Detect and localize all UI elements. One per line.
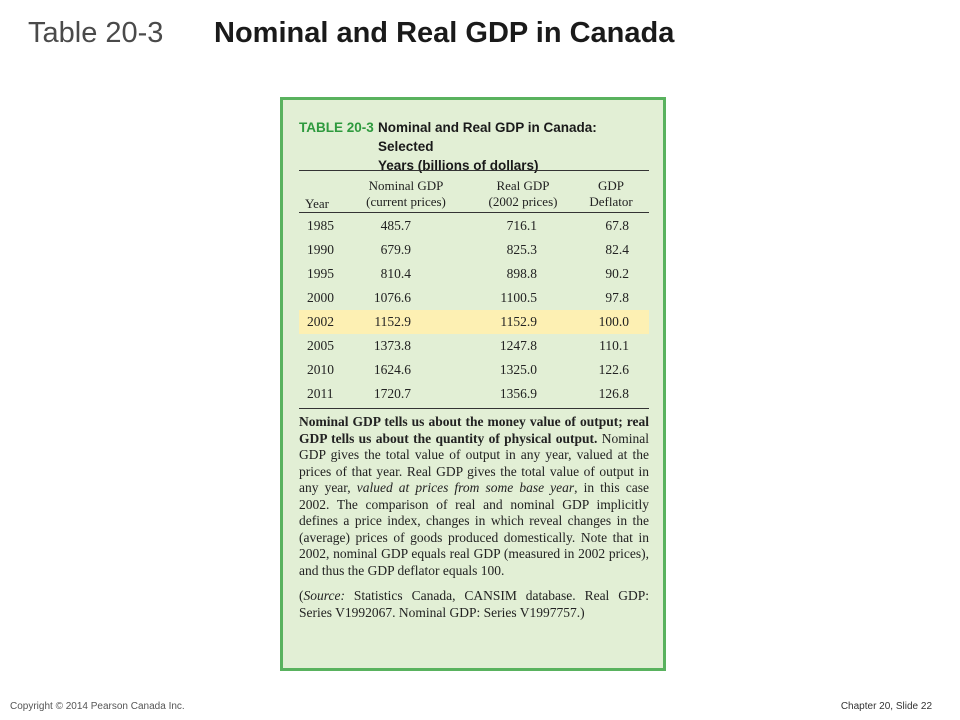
cell-year: 2002 — [307, 314, 334, 329]
header-nominal-line2: (current prices) — [366, 194, 446, 209]
cell-year: 1990 — [307, 242, 334, 257]
cell-real: 1152.9 — [500, 314, 537, 329]
table-header-rule — [299, 212, 649, 213]
table-row: 1985 485.7 716.1 67.8 — [299, 214, 649, 238]
table-row: 1995 810.4 898.8 90.2 — [299, 262, 649, 286]
table-panel: TABLE 20-3 Nominal and Real GDP in Canada… — [280, 97, 666, 671]
slide-title-text: Nominal and Real GDP in Canada — [214, 17, 675, 49]
cell-nominal: 1152.9 — [374, 314, 411, 329]
cell-nominal: 1624.6 — [373, 362, 411, 377]
cell-year: 2000 — [307, 290, 334, 305]
table-notes: Nominal GDP tells us about the money val… — [299, 414, 649, 630]
source-note: (Source: Statistics Canada, CANSIM datab… — [299, 588, 649, 621]
table-row-highlighted: 2002 1152.9 1152.9 100.0 — [299, 310, 649, 334]
cell-nominal: 485.7 — [380, 218, 411, 233]
notes-bold-lead: Nominal GDP tells us about the money val… — [299, 414, 649, 446]
cell-deflator: 67.8 — [605, 218, 629, 233]
cell-real: 1100.5 — [500, 290, 537, 305]
cell-deflator: 90.2 — [605, 266, 629, 281]
header-nominal: Nominal GDP (current prices) — [349, 178, 463, 210]
header-year: Year — [305, 196, 329, 211]
footer-copyright: Copyright © 2014 Pearson Canada Inc. — [10, 701, 185, 712]
table-caption: TABLE 20-3 Nominal and Real GDP in Canada… — [299, 118, 649, 175]
notes-paragraph: Nominal GDP tells us about the money val… — [299, 414, 649, 579]
notes-italic: valued at prices from some base year — [356, 480, 575, 495]
source-text: Statistics Canada, CANSIM database. Real… — [299, 588, 649, 620]
cell-year: 2011 — [307, 386, 334, 401]
cell-real: 716.1 — [506, 218, 537, 233]
cell-year: 2005 — [307, 338, 334, 353]
caption-line-2: Years (billions of dollars) — [378, 158, 539, 173]
table-row: 1990 679.9 825.3 82.4 — [299, 238, 649, 262]
cell-nominal: 679.9 — [380, 242, 411, 257]
cell-year: 1985 — [307, 218, 334, 233]
table-row: 2005 1373.8 1247.8 110.1 — [299, 334, 649, 358]
cell-real: 898.8 — [506, 266, 537, 281]
cell-deflator: 110.1 — [599, 338, 629, 353]
cell-deflator: 82.4 — [605, 242, 629, 257]
cell-deflator: 97.8 — [605, 290, 629, 305]
footer-chapter-slide: Chapter 20, Slide 22 — [840, 701, 932, 712]
slide-title-label: Table 20-3 — [28, 17, 164, 49]
cell-deflator: 122.6 — [598, 362, 629, 377]
table-row: 2011 1720.7 1356.9 126.8 — [299, 382, 649, 406]
header-real-line2: (2002 prices) — [488, 194, 558, 209]
table-row: 2010 1624.6 1325.0 122.6 — [299, 358, 649, 382]
cell-nominal: 1373.8 — [373, 338, 411, 353]
header-nominal-line1: Nominal GDP — [368, 178, 444, 193]
cell-real: 1356.9 — [499, 386, 537, 401]
cell-real: 825.3 — [506, 242, 537, 257]
table-bottom-rule — [299, 408, 649, 409]
notes-text-1: Nominal GDP gives the total value of out… — [299, 430, 649, 496]
header-deflator-line2: Deflator — [589, 194, 633, 209]
table-top-rule — [299, 170, 649, 171]
cell-deflator: 126.8 — [598, 386, 629, 401]
header-deflator-line1: GDP — [597, 178, 624, 193]
cell-nominal: 1076.6 — [373, 290, 411, 305]
cell-deflator: 100.0 — [598, 314, 629, 329]
source-open: ( — [299, 588, 304, 603]
table-row: 2000 1076.6 1100.5 97.8 — [299, 286, 649, 310]
header-real-line1: Real GDP — [496, 178, 550, 193]
notes-text-2: , in this case 2002. The comparison of r… — [299, 480, 649, 578]
cell-real: 1247.8 — [499, 338, 537, 353]
cell-nominal: 1720.7 — [373, 386, 411, 401]
cell-real: 1325.0 — [499, 362, 537, 377]
source-label: Source: — [303, 588, 345, 603]
cell-year: 1995 — [307, 266, 334, 281]
header-deflator: GDP Deflator — [573, 178, 649, 210]
table-caption-text: Nominal and Real GDP in Canada: Selected… — [378, 118, 646, 175]
header-real: Real GDP (2002 prices) — [473, 178, 573, 210]
caption-line-1: Nominal and Real GDP in Canada: Selected — [378, 120, 597, 154]
table-number: TABLE 20-3 — [299, 120, 374, 135]
cell-year: 2010 — [307, 362, 334, 377]
slide-title: Table 20-3 Nominal and Real GDP in Canad… — [28, 14, 674, 52]
cell-nominal: 810.4 — [380, 266, 411, 281]
